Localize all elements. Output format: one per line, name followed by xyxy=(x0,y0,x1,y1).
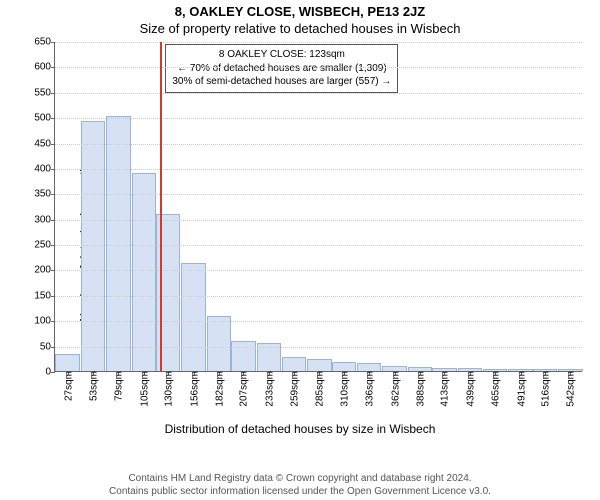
x-tick-label: 53sqm xyxy=(87,371,100,401)
plot-region: 8 OAKLEY CLOSE: 123sqm ← 70% of detached… xyxy=(54,42,582,372)
x-tick-label: 516sqm xyxy=(538,371,551,407)
footer-text: Contains HM Land Registry data © Crown c… xyxy=(0,472,600,498)
chart-container: 8, OAKLEY CLOSE, WISBECH, PE13 2JZ Size … xyxy=(0,0,600,500)
histogram-bar xyxy=(332,362,356,371)
gridline xyxy=(55,194,582,195)
x-tick-label: 182sqm xyxy=(212,371,225,407)
gridline xyxy=(55,347,582,348)
x-tick-label: 310sqm xyxy=(337,371,350,407)
y-tick-label: 350 xyxy=(34,189,55,200)
histogram-bar xyxy=(357,363,381,371)
x-tick-label: 388sqm xyxy=(414,371,427,407)
x-tick-label: 207sqm xyxy=(237,371,250,407)
x-axis-label: Distribution of detached houses by size … xyxy=(0,422,600,436)
y-tick-label: 450 xyxy=(34,138,55,149)
y-tick-label: 500 xyxy=(34,113,55,124)
chart-title: Size of property relative to detached ho… xyxy=(0,19,600,40)
y-tick-label: 400 xyxy=(34,163,55,174)
gridline xyxy=(55,245,582,246)
x-tick-label: 233sqm xyxy=(262,371,275,407)
y-tick-label: 550 xyxy=(34,87,55,98)
y-tick-label: 200 xyxy=(34,265,55,276)
histogram-bar xyxy=(282,357,306,371)
gridline xyxy=(55,67,582,68)
x-tick-label: 130sqm xyxy=(162,371,175,407)
gridline xyxy=(55,220,582,221)
y-tick-label: 600 xyxy=(34,62,55,73)
histogram-bar xyxy=(55,354,79,371)
x-tick-label: 362sqm xyxy=(388,371,401,407)
chart-area: Number of detached properties 8 OAKLEY C… xyxy=(0,38,600,440)
gridline xyxy=(55,118,582,119)
x-tick-label: 491sqm xyxy=(514,371,527,407)
y-tick-label: 50 xyxy=(40,341,55,352)
gridline xyxy=(55,321,582,322)
x-tick-label: 285sqm xyxy=(313,371,326,407)
gridline xyxy=(55,169,582,170)
histogram-bar xyxy=(81,121,105,371)
y-tick-label: 250 xyxy=(34,240,55,251)
footer-line2: Contains public sector information licen… xyxy=(0,485,600,498)
y-tick-label: 0 xyxy=(45,367,55,378)
address-line: 8, OAKLEY CLOSE, WISBECH, PE13 2JZ xyxy=(0,0,600,19)
gridline xyxy=(55,93,582,94)
y-tick-label: 150 xyxy=(34,290,55,301)
callout-line1: 8 OAKLEY CLOSE: 123sqm xyxy=(172,48,391,62)
y-tick-label: 650 xyxy=(34,37,55,48)
histogram-bar xyxy=(307,359,331,371)
callout-line3: 30% of semi-detached houses are larger (… xyxy=(172,75,391,89)
y-tick-label: 100 xyxy=(34,316,55,327)
histogram-bar xyxy=(181,263,205,371)
x-tick-label: 542sqm xyxy=(564,371,577,407)
x-tick-label: 79sqm xyxy=(112,371,125,401)
histogram-bar xyxy=(231,341,255,371)
y-tick-label: 300 xyxy=(34,214,55,225)
x-tick-label: 105sqm xyxy=(137,371,150,407)
gridline xyxy=(55,144,582,145)
x-tick-label: 27sqm xyxy=(61,371,74,401)
reference-line xyxy=(160,42,162,371)
gridline xyxy=(55,270,582,271)
footer-line1: Contains HM Land Registry data © Crown c… xyxy=(0,472,600,485)
histogram-bar xyxy=(132,173,156,371)
x-tick-label: 465sqm xyxy=(489,371,502,407)
x-tick-label: 259sqm xyxy=(288,371,301,407)
histogram-bar xyxy=(207,316,231,371)
x-tick-label: 336sqm xyxy=(363,371,376,407)
x-tick-label: 439sqm xyxy=(463,371,476,407)
x-tick-label: 156sqm xyxy=(187,371,200,407)
gridline xyxy=(55,296,582,297)
x-tick-label: 413sqm xyxy=(438,371,451,407)
histogram-bar xyxy=(106,116,130,371)
gridline xyxy=(55,42,582,43)
